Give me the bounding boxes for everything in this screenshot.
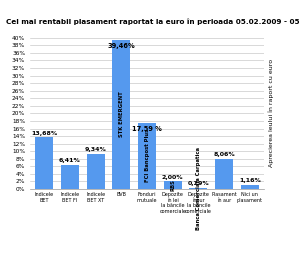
Text: Banca Comerciala Carpatica: Banca Comerciala Carpatica <box>196 147 201 230</box>
Bar <box>112 40 130 189</box>
Y-axis label: Aprecierea leului în raport cu euro: Aprecierea leului în raport cu euro <box>268 59 274 167</box>
Text: 1,16%: 1,16% <box>239 178 261 183</box>
Text: 6,41%: 6,41% <box>59 158 81 163</box>
Bar <box>241 185 259 189</box>
Text: 9,34%: 9,34% <box>85 147 106 152</box>
Bar <box>189 188 207 189</box>
Text: STK EMERGENT: STK EMERGENT <box>119 92 124 137</box>
Bar <box>164 181 182 189</box>
Text: 13,68%: 13,68% <box>31 131 57 136</box>
Text: 8,06%: 8,06% <box>213 152 235 157</box>
Text: FCI Bancpost Plus: FCI Bancpost Plus <box>145 129 149 182</box>
Text: 17,59 %: 17,59 % <box>132 126 162 131</box>
Text: RBS: RBS <box>170 179 175 191</box>
Bar <box>138 123 156 189</box>
Bar <box>61 165 79 189</box>
Text: 2,00%: 2,00% <box>162 175 184 180</box>
Bar <box>35 137 53 189</box>
Text: 39,46%: 39,46% <box>107 43 135 49</box>
Text: 0,29%: 0,29% <box>188 181 209 186</box>
Text: Cel mai rentabil plasament raportat la euro în perioada 05.02.2009 - 05.03.2010: Cel mai rentabil plasament raportat la e… <box>6 19 300 25</box>
Bar <box>87 154 105 189</box>
Bar <box>215 158 233 189</box>
